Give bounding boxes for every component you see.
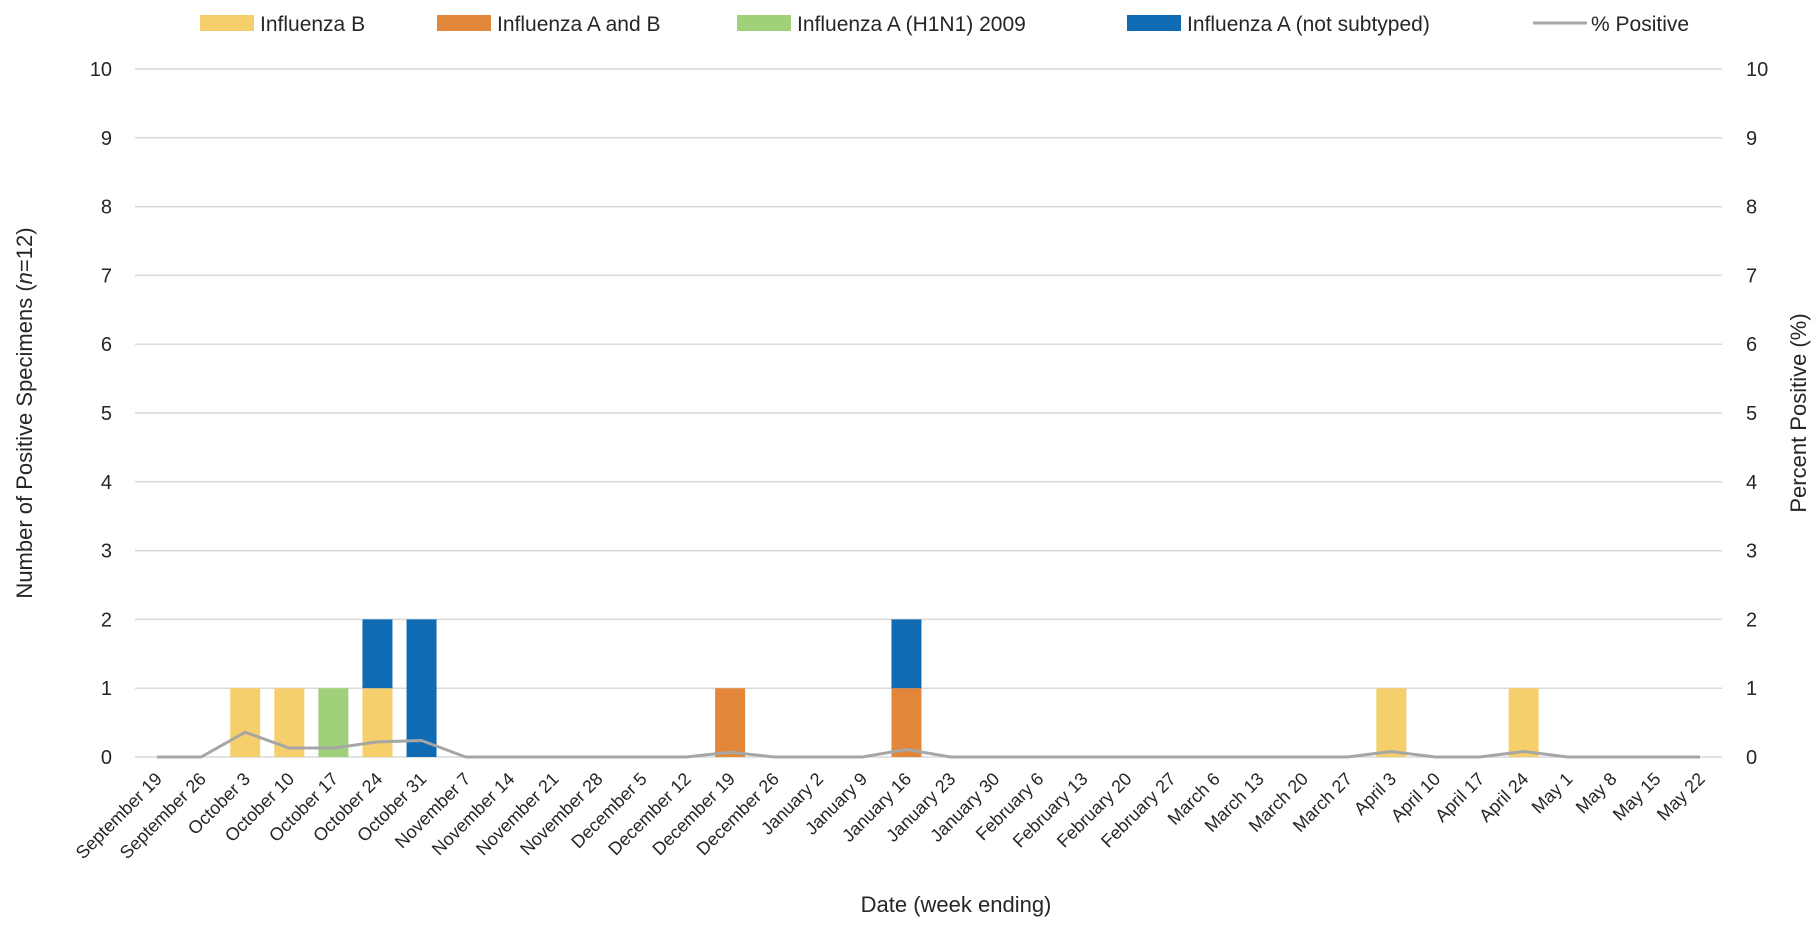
y-tick-label: 9 xyxy=(101,128,112,150)
y-tick-label: 5 xyxy=(101,403,112,425)
bar-influenza-a-and-b xyxy=(891,688,922,757)
y2-axis-title: Percent Positive (%) xyxy=(1786,313,1811,512)
x-tick-label: April 24 xyxy=(1475,769,1532,826)
x-tick-label: May 15 xyxy=(1609,769,1665,825)
y2-tick-label: 8 xyxy=(1746,197,1757,219)
y2-tick-label: 2 xyxy=(1746,609,1757,631)
bars xyxy=(230,619,1539,757)
y-tick-label: 2 xyxy=(101,609,112,631)
y2-tick-label: 7 xyxy=(1746,265,1757,287)
y-tick-label: 0 xyxy=(101,747,112,769)
bar-influenza-a-not-subtyped xyxy=(406,619,437,757)
x-tick-label: May 22 xyxy=(1653,769,1709,825)
legend-label: Influenza A and B xyxy=(497,13,660,36)
bar-influenza-a-not-subtyped xyxy=(362,619,393,689)
bar-influenza-b xyxy=(362,688,393,757)
legend-swatch xyxy=(1127,15,1181,31)
y-tick-label: 4 xyxy=(101,472,112,494)
y2-tick-label: 9 xyxy=(1746,128,1757,150)
y-tick-label: 10 xyxy=(90,59,112,81)
y-tick-label: 6 xyxy=(101,334,112,356)
y-tick-label: 7 xyxy=(101,265,112,287)
gridlines xyxy=(135,68,1722,758)
y2-tick-label: 6 xyxy=(1746,334,1757,356)
bar-influenza-b xyxy=(230,688,261,757)
y-axis-title: Number of Positive Specimens (n=12) xyxy=(12,227,37,598)
x-axis-title: Date (week ending) xyxy=(861,892,1052,917)
y-axis-title-suffix: =12) xyxy=(12,227,37,272)
bar-influenza-b xyxy=(1508,688,1539,757)
bar-influenza-b xyxy=(1376,688,1407,757)
y2-tick-label: 4 xyxy=(1746,472,1757,494)
y-tick-label: 3 xyxy=(101,541,112,563)
y2-tick-label: 5 xyxy=(1746,403,1757,425)
y2-tick-label: 0 xyxy=(1746,747,1757,769)
bar-influenza-a-not-subtyped xyxy=(891,619,922,689)
y2-tick-label: 10 xyxy=(1746,59,1768,81)
y2-tick-label: 3 xyxy=(1746,541,1757,563)
legend-label: Influenza B xyxy=(260,13,365,36)
legend-label: Influenza A (H1N1) 2009 xyxy=(797,13,1026,36)
y-axis-title-italic: n xyxy=(12,272,37,284)
legend-swatch xyxy=(737,15,791,31)
legend-label: Influenza A (not subtyped) xyxy=(1187,13,1430,36)
bar-influenza-a-and-b xyxy=(715,688,746,757)
x-tick-label: May 1 xyxy=(1528,769,1577,818)
percent-positive-line xyxy=(157,730,1700,759)
legend-label: % Positive xyxy=(1591,13,1689,36)
y-tick-label: 1 xyxy=(101,678,112,700)
legend-swatch xyxy=(437,15,491,31)
legend-swatch xyxy=(200,15,254,31)
left-axis-ticks: 0 1 2 3 4 5 6 7 8 9 10 xyxy=(90,59,112,769)
right-axis-ticks: 0 1 2 3 4 5 6 7 8 9 10 xyxy=(1746,59,1768,769)
percent-positive-line-group xyxy=(157,730,1700,759)
y-tick-label: 8 xyxy=(101,197,112,219)
legend: Influenza B Influenza A and B Influenza A … xyxy=(200,13,1689,36)
y-axis-title-prefix: Number of Positive Specimens ( xyxy=(12,284,37,599)
y2-tick-label: 1 xyxy=(1746,678,1757,700)
